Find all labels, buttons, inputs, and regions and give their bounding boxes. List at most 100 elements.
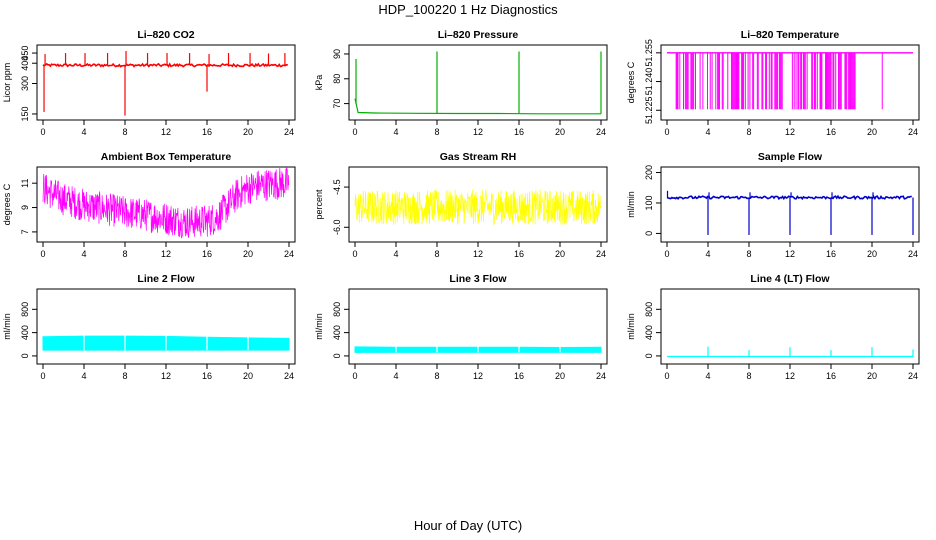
chart-panel-9: Line 4 (LT) Flow ml/min 0 4 8 12 16 20 24 0 400 800 [626,273,920,381]
x-tick-label: 24 [596,371,606,381]
x-tick-label: 8 [434,249,439,259]
x-tick-label: 24 [596,249,606,259]
x-tick-label: 20 [243,249,253,259]
y-tick-label: 800 [20,302,30,317]
data-series [354,346,602,353]
chart-title: Line 4 (LT) Flow [750,273,830,285]
x-tick-label: 12 [785,371,795,381]
x-tick-label: 4 [393,127,398,137]
x-tick-label: 4 [705,127,710,137]
y-tick-label: 90 [332,49,342,59]
chart-title: Li–820 Pressure [438,29,519,41]
chart-title: Ambient Box Temperature [101,151,232,163]
x-tick-label: 24 [284,249,294,259]
x-tick-label: 16 [514,249,524,259]
x-tick-label: 8 [122,249,127,259]
page-title: HDP_100220 1 Hz Diagnostics [378,2,558,17]
y-tick-label: 80 [332,74,342,84]
y-tick-label: 800 [332,302,342,317]
x-tick-label: 4 [81,371,86,381]
x-tick-label: 8 [746,249,751,259]
y-tick-label: 400 [644,325,654,340]
x-tick-label: 4 [705,249,710,259]
data-series [354,51,602,115]
y-tick-label: 400 [20,56,30,71]
x-tick-label: 4 [393,249,398,259]
x-tick-label: 0 [352,371,357,381]
x-tick-label: 0 [664,371,669,381]
y-tick-label: 51.240 [644,68,654,96]
x-axis-caption: Hour of Day (UTC) [413,518,523,533]
x-tick-label: 4 [393,371,398,381]
y-axis-label: percent [314,189,324,220]
x-tick-label: 12 [161,371,171,381]
x-tick-label: 12 [785,127,795,137]
x-tick-label: 24 [908,249,918,259]
y-tick-label: -6.0 [332,220,342,236]
data-series [667,52,913,110]
x-tick-label: 8 [746,371,751,381]
y-tick-label: 0 [644,353,654,358]
x-tick-label: 8 [434,127,439,137]
chart-title: Line 2 Flow [137,273,195,285]
x-tick-label: 24 [908,371,918,381]
y-tick-label: 100 [644,195,654,210]
x-tick-label: 16 [826,249,836,259]
data-series [666,190,914,235]
series-line [666,194,912,201]
x-tick-label: 12 [785,249,795,259]
x-tick-label: 0 [40,127,45,137]
x-tick-label: 16 [514,127,524,137]
y-tick-label: 0 [332,353,342,358]
chart-panel-6: Sample Flow ml/min 0 4 8 12 16 20 24 0 100 200 [626,151,920,259]
y-tick-label: 51.255 [644,39,654,67]
x-tick-label: 20 [243,371,253,381]
x-tick-label: 24 [284,127,294,137]
x-tick-label: 4 [81,127,86,137]
x-tick-label: 12 [473,249,483,259]
series-line [354,98,601,115]
chart-panel-7: Line 2 Flow ml/min 0 4 8 12 16 20 24 0 400 800 [2,273,296,381]
x-tick-label: 16 [826,371,836,381]
x-tick-label: 16 [514,371,524,381]
chart-title: Li–820 CO2 [137,29,194,41]
y-tick-label: 800 [644,302,654,317]
series-line [42,62,288,68]
y-axis-label: degrees C [626,61,636,103]
y-axis-label: ml/min [626,313,636,340]
x-tick-label: 12 [161,249,171,259]
x-tick-label: 20 [867,371,877,381]
chart-title: Sample Flow [758,151,823,163]
x-tick-label: 12 [161,127,171,137]
data-series [667,346,914,358]
x-tick-label: 0 [40,371,45,381]
y-tick-label: 0 [644,231,654,236]
y-axis-label: degrees C [2,183,12,225]
x-tick-label: 8 [122,127,127,137]
y-tick-label: 7 [20,229,30,234]
y-tick-label: 150 [20,106,30,121]
plot-frame [36,288,296,365]
y-axis-label: ml/min [626,191,636,218]
y-tick-label: 9 [20,205,30,210]
x-tick-label: 16 [202,371,212,381]
x-tick-label: 20 [243,127,253,137]
y-tick-label: 300 [20,76,30,91]
x-tick-label: 8 [434,371,439,381]
chart-panel-4: Ambient Box Temperature degrees C 0 4 8 12 16 2… [2,151,296,259]
y-tick-label: 450 [20,46,30,61]
data-series [354,189,602,226]
x-tick-label: 20 [555,127,565,137]
y-axis-label: Licor ppm [2,63,12,103]
y-axis-label: kPa [314,75,324,91]
x-tick-label: 0 [664,127,669,137]
x-tick-label: 20 [555,371,565,381]
data-series [42,167,290,239]
chart-title: Li–820 Temperature [741,29,840,41]
chart-panel-3: Li–820 Temperature degrees C 0 4 8 12 16 20 24 51… [626,29,920,137]
x-tick-label: 24 [908,127,918,137]
chart-title: Line 3 Flow [449,273,507,285]
y-tick-label: 400 [332,325,342,340]
x-tick-label: 20 [867,127,877,137]
